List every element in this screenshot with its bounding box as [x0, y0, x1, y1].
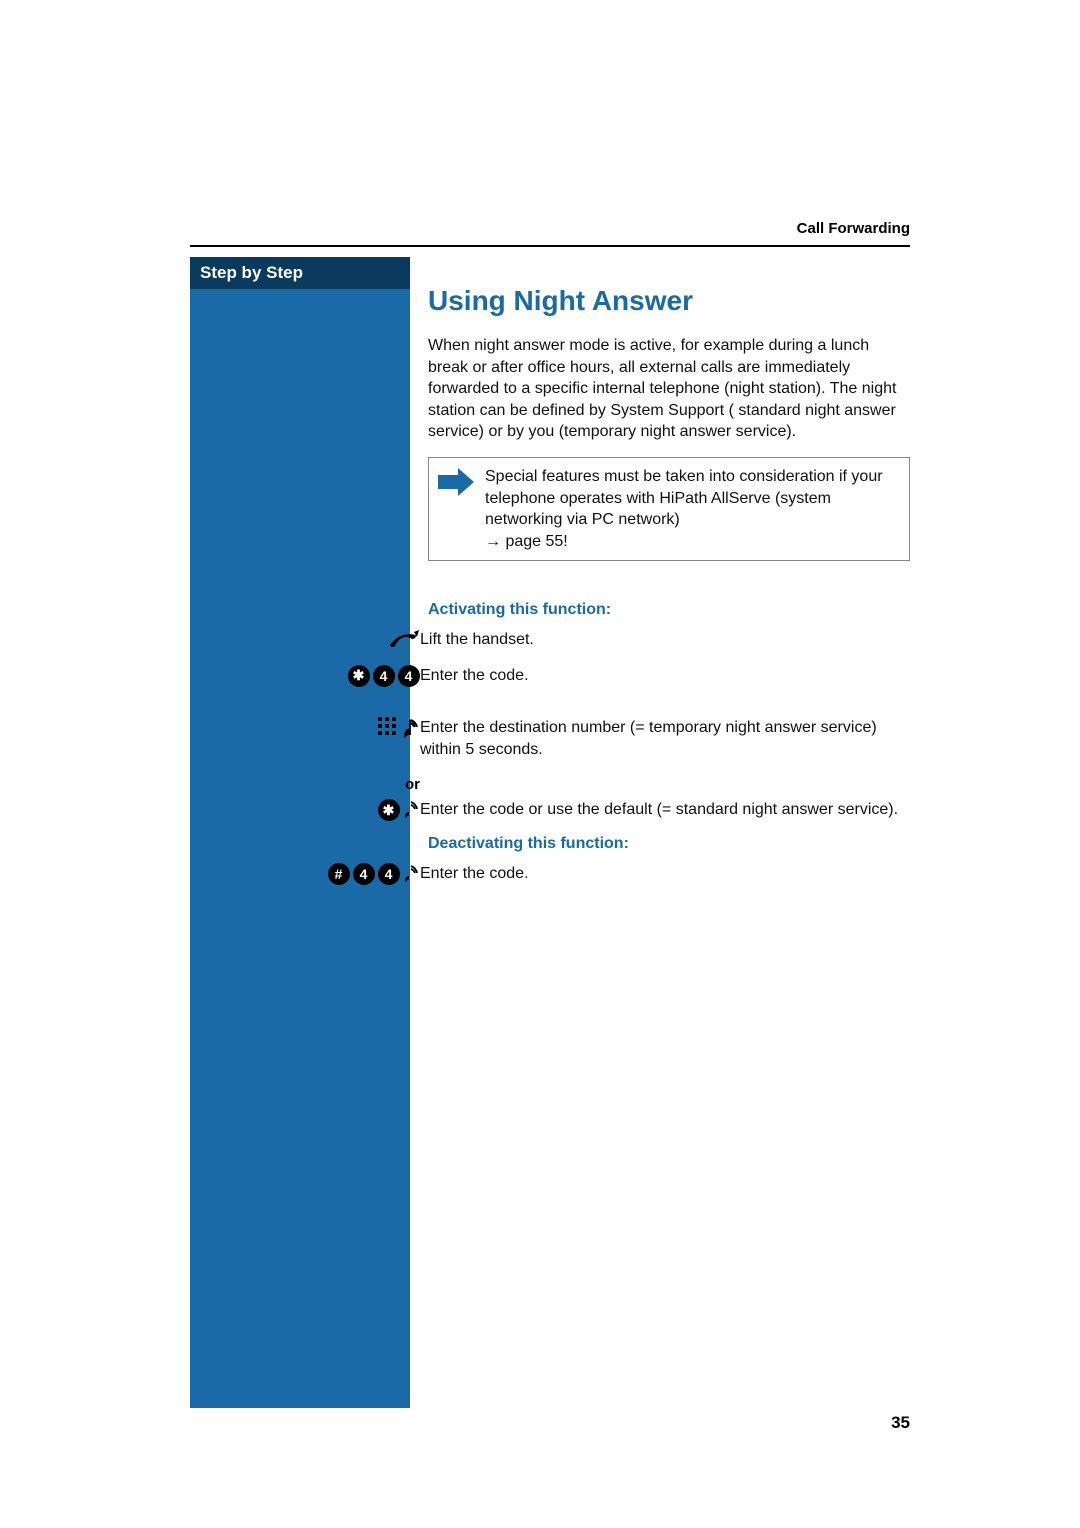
- note-text: Special features must be taken into cons…: [485, 466, 901, 552]
- keypad-tone-icon: [310, 717, 420, 760]
- header-rule: [190, 245, 910, 247]
- key-star2-icon: ✱: [378, 799, 400, 821]
- step-code-text: Enter the code.: [420, 665, 910, 687]
- step-dest-text: Enter the destination number (= temporar…: [420, 717, 910, 760]
- section-label: Call Forwarding: [797, 220, 910, 237]
- or-label: or: [310, 774, 420, 793]
- step-default-text: Enter the code or use the default (= sta…: [420, 799, 910, 821]
- key-4c-icon: 4: [353, 863, 375, 885]
- key-star-icon: ✱: [348, 665, 370, 687]
- key-4b-icon: 4: [398, 665, 420, 687]
- step-destination: Enter the destination number (= temporar…: [428, 717, 910, 760]
- note-body: Special features must be taken into cons…: [485, 468, 883, 528]
- key-4d-icon: 4: [378, 863, 400, 885]
- step-deactivate-text: Enter the code.: [420, 863, 910, 885]
- step-enter-code-deactivate: # 4 4 Enter the code.: [428, 863, 910, 885]
- note-arrow-glyph: →: [485, 533, 501, 550]
- step-default-code: ✱ Enter the code or use the default (= s…: [428, 799, 910, 821]
- star-tone-icon: ✱: [310, 799, 420, 821]
- page-title: Using Night Answer: [428, 285, 910, 317]
- deactivate-heading: Deactivating this function:: [428, 835, 910, 853]
- page-container: Call Forwarding Step by Step Using Night…: [0, 0, 1080, 1528]
- step-lift-handset: Lift the handset.: [428, 629, 910, 651]
- note-page-ref: page 55!: [505, 533, 567, 550]
- key-4a-icon: 4: [373, 665, 395, 687]
- note-box: Special features must be taken into cons…: [428, 457, 910, 561]
- or-row: or: [428, 774, 910, 793]
- intro-paragraph: When night answer mode is active, for ex…: [428, 335, 910, 443]
- activate-heading: Activating this function:: [428, 601, 910, 619]
- activate-code-keys: ✱ 4 4: [310, 665, 420, 687]
- lift-handset-icon: [310, 629, 420, 651]
- page-number: 35: [891, 1413, 910, 1433]
- sidebar-title: Step by Step: [190, 257, 410, 289]
- deactivate-code-keys: # 4 4: [290, 863, 420, 885]
- note-arrow-icon: [437, 466, 475, 552]
- step-lift-text: Lift the handset.: [420, 629, 910, 651]
- key-hash-icon: #: [328, 863, 350, 885]
- step-enter-code-activate: ✱ 4 4 Enter the code.: [428, 665, 910, 687]
- content-area: Using Night Answer When night answer mod…: [428, 285, 910, 899]
- sidebar: Step by Step: [190, 257, 410, 1408]
